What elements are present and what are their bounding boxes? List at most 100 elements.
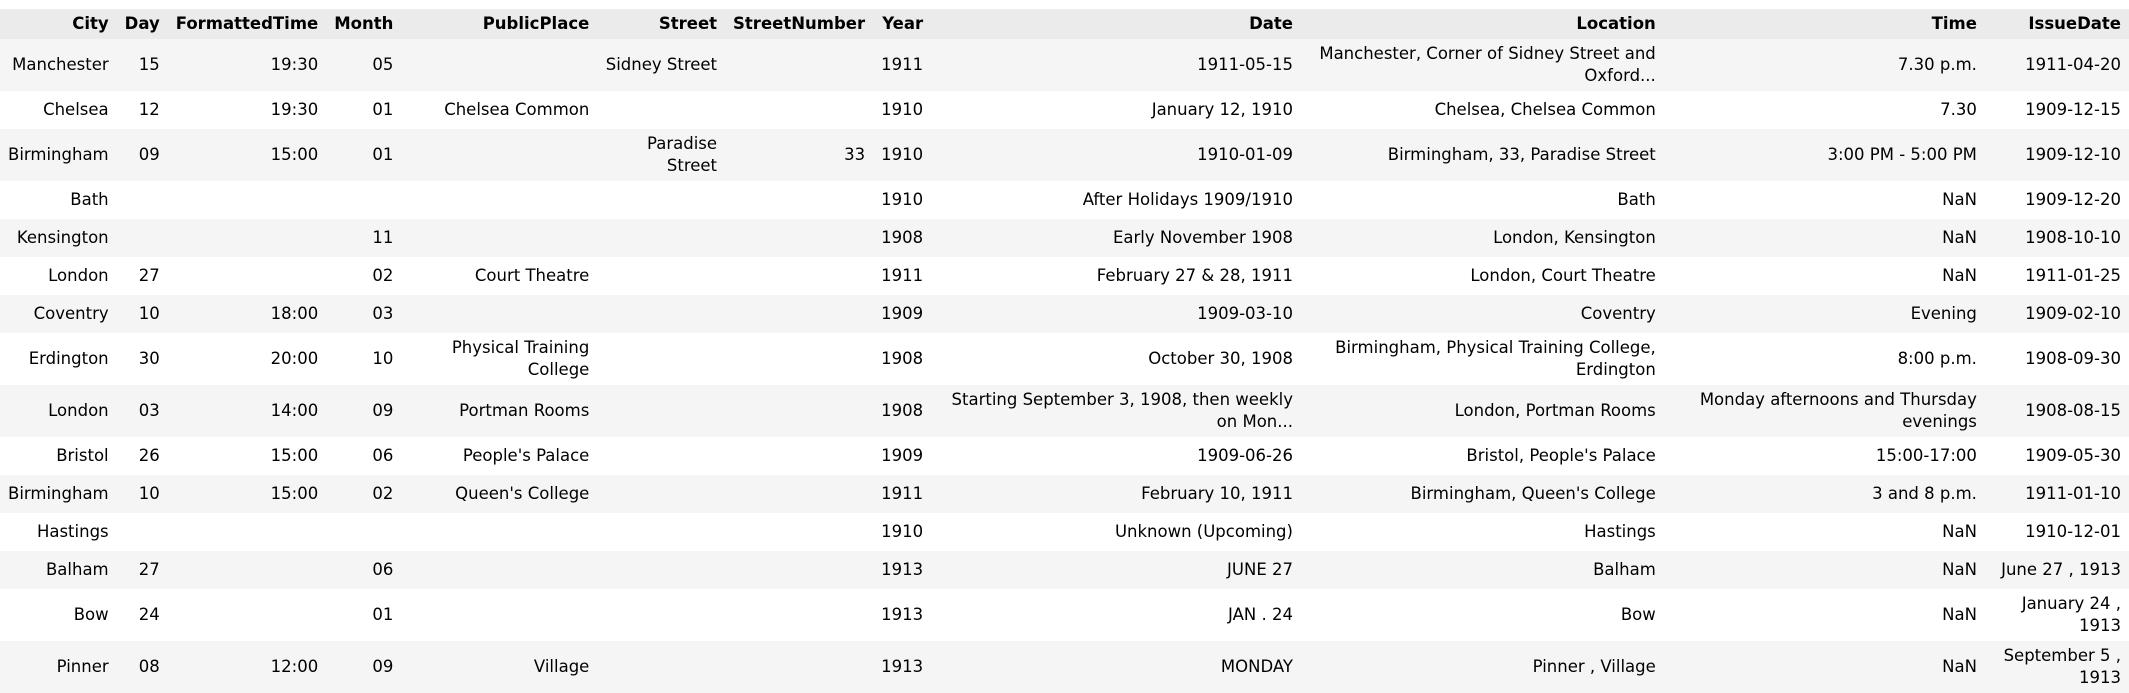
cell-street <box>597 589 725 641</box>
cell-streetnumber <box>725 257 873 295</box>
cell-issuedate: 1911-01-25 <box>2025 266 2121 285</box>
cell-date: Starting September 3, 1908, then weekly … <box>951 390 1293 431</box>
cell-formattedtime: 15:00 <box>270 145 319 164</box>
column-header-formattedtime[interactable]: FormattedTime <box>175 14 319 33</box>
column-header-streetnumber[interactable]: StreetNumber <box>733 14 866 33</box>
table-row: Birmingham 09 15:00 01 Paradise Street 33 1910… <box>0 129 2129 181</box>
cell-formattedtime <box>168 257 326 295</box>
cell-time: NaN <box>1942 560 1977 579</box>
cell-location: Bristol, People's Palace <box>1466 446 1656 465</box>
cell-day <box>117 219 168 257</box>
cell-time: NaN <box>1942 522 1977 541</box>
cell-day: 30 <box>138 349 160 368</box>
cell-formattedtime <box>168 589 326 641</box>
cell-day: 10 <box>138 304 160 323</box>
cell-year: 1911 <box>881 266 924 285</box>
cell-publicplace <box>401 39 597 91</box>
cell-issuedate: 1909-02-10 <box>2025 304 2121 323</box>
cell-formattedtime <box>168 219 326 257</box>
cell-street <box>597 551 725 589</box>
cell-day: 12 <box>138 100 160 119</box>
cell-city: Balham <box>45 560 109 579</box>
cell-issuedate: 1910-12-01 <box>2025 522 2121 541</box>
cell-time: Monday afternoons and Thursday evenings <box>1699 390 1977 431</box>
cell-year: 1910 <box>881 100 924 119</box>
cell-publicplace: Queen's College <box>455 484 590 503</box>
cell-street <box>597 437 725 475</box>
table-row: Birmingham 10 15:00 02 Queen's College 1911 Fe… <box>0 475 2129 513</box>
cell-streetnumber <box>725 181 873 219</box>
cell-month: 03 <box>372 304 394 323</box>
cell-time: 15:00-17:00 <box>1875 446 1977 465</box>
cell-streetnumber: 33 <box>844 145 866 164</box>
cell-issuedate: June 27 , 1913 <box>2001 560 2121 579</box>
column-header-location[interactable]: Location <box>1576 14 1656 33</box>
column-header-publicplace[interactable]: PublicPlace <box>482 14 590 33</box>
cell-date: Early November 1908 <box>1112 228 1293 247</box>
cell-day: 08 <box>138 657 160 676</box>
cell-city: Birmingham <box>8 484 109 503</box>
cell-issuedate: January 24 , 1913 <box>2021 594 2121 635</box>
cell-streetnumber <box>725 39 873 91</box>
cell-issuedate: 1908-10-10 <box>2025 228 2121 247</box>
cell-city: Pinner <box>56 657 109 676</box>
cell-year: 1910 <box>881 145 924 164</box>
cell-street <box>597 219 725 257</box>
column-header-issuedate[interactable]: IssueDate <box>2028 14 2121 33</box>
cell-formattedtime: 12:00 <box>270 657 319 676</box>
cell-location: Birmingham, 33, Paradise Street <box>1387 145 1656 164</box>
cell-formattedtime: 18:00 <box>270 304 319 323</box>
cell-month: 05 <box>372 55 394 74</box>
cell-year: 1911 <box>881 55 924 74</box>
cell-city: Bow <box>73 605 109 624</box>
column-header-city[interactable]: City <box>72 14 109 33</box>
cell-year: 1908 <box>881 349 924 368</box>
cell-year: 1908 <box>881 401 924 420</box>
cell-month <box>326 181 401 219</box>
cell-date: 1909-06-26 <box>1197 446 1293 465</box>
cell-city: London <box>48 401 109 420</box>
table-row: Chelsea 12 19:30 01 Chelsea Common 1910 Januar… <box>0 91 2129 129</box>
cell-issuedate: 1909-05-30 <box>2025 446 2121 465</box>
cell-date: Unknown (Upcoming) <box>1114 522 1293 541</box>
cell-city: Birmingham <box>8 145 109 164</box>
cell-streetnumber <box>725 475 873 513</box>
cell-street <box>597 385 725 437</box>
cell-location: Balham <box>1593 560 1656 579</box>
column-header-month[interactable]: Month <box>334 14 394 33</box>
column-header-year[interactable]: Year <box>882 14 924 33</box>
cell-location: Pinner , Village <box>1532 657 1656 676</box>
cell-formattedtime: 15:00 <box>270 446 319 465</box>
cell-streetnumber <box>725 551 873 589</box>
cell-streetnumber <box>725 641 873 693</box>
cell-streetnumber <box>725 513 873 551</box>
cell-year: 1913 <box>881 605 924 624</box>
cell-formattedtime <box>168 181 326 219</box>
table-row: Bow 24 01 1913 JAN . 24 Bow NaN January 24 , 19… <box>0 589 2129 641</box>
cell-time: 3:00 PM - 5:00 PM <box>1827 145 1977 164</box>
cell-city: Bath <box>70 190 109 209</box>
cell-location: London, Portman Rooms <box>1454 401 1656 420</box>
cell-publicplace: Village <box>533 657 590 676</box>
cell-year: 1909 <box>881 446 924 465</box>
cell-street: Paradise Street <box>647 134 718 175</box>
cell-day: 15 <box>138 55 160 74</box>
cell-time: 7.30 p.m. <box>1897 55 1977 74</box>
cell-time: 7.30 <box>1940 100 1977 119</box>
column-header-time[interactable]: Time <box>1931 14 1977 33</box>
cell-publicplace <box>401 551 597 589</box>
cell-formattedtime: 15:00 <box>270 484 319 503</box>
cell-streetnumber <box>725 333 873 385</box>
column-header-date[interactable]: Date <box>1249 14 1293 33</box>
cell-issuedate: 1908-09-30 <box>2025 349 2121 368</box>
cell-month: 02 <box>372 484 394 503</box>
column-header-day[interactable]: Day <box>124 14 160 33</box>
cell-formattedtime: 20:00 <box>270 349 319 368</box>
cell-publicplace: Court Theatre <box>474 266 590 285</box>
table-row: Pinner 08 12:00 09 Village 1913 MONDAY Pinner ,… <box>0 641 2129 693</box>
cell-publicplace <box>401 295 597 333</box>
column-header-street[interactable]: Street <box>658 14 718 33</box>
cell-day <box>117 181 168 219</box>
cell-streetnumber <box>725 295 873 333</box>
cell-time: NaN <box>1942 657 1977 676</box>
